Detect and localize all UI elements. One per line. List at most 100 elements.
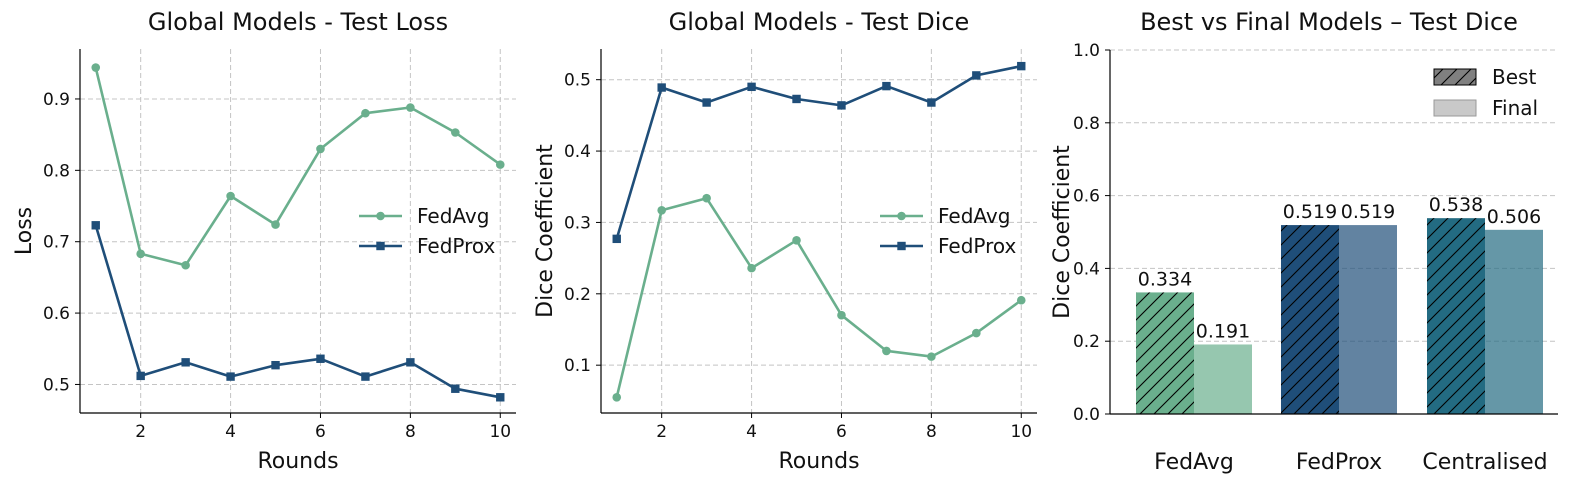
chart-0-xtick-label: 8 [405,422,416,442]
chart-2-ytick-label: 0.0 [1073,405,1100,425]
chart-0-ytick-label: 0.5 [43,375,70,395]
chart-1-fedprox-point [927,98,936,107]
chart-2-ytick-label: 0.6 [1073,187,1100,207]
chart-2-bar-label: 0.519 [1341,201,1395,223]
chart-0-fedprox-point [136,371,145,381]
chart-2-bar-best-fedprox-hatch [1281,225,1339,414]
chart-0-xtick-label: 10 [489,422,511,442]
chart-0-ytick-label: 0.8 [43,161,70,181]
chart-1-xlabel: Rounds [778,449,859,474]
chart-0-fedavg-point [495,160,505,169]
chart-0-xlabel: Rounds [257,449,338,474]
chart-0-title: Global Models - Test Loss [148,8,448,36]
chart-0-fedprox-point [91,221,100,230]
chart-0-legend-fedavg-marker [376,211,385,221]
chart-0-fedavg-point [91,63,101,72]
chart-2-ytick-label: 0.8 [1073,114,1100,134]
chart-0-legend-fedavg-label: FedAvg [417,204,489,228]
chart-1-legend-fedprox-label: FedProx [938,234,1017,258]
chart-1-fedavg-point [882,346,891,356]
chart-0-xtick-label: 4 [225,422,236,442]
chart-0-legend-fedprox-label: FedProx [417,234,496,258]
chart-1-xtick-label: 10 [1010,422,1032,442]
chart-1-xtick-label: 6 [836,422,847,442]
chart-1-fedprox-point [657,83,666,92]
chart-0-fedprox-point [181,358,190,367]
chart-1-ylabel: Dice Coefficient [533,144,558,318]
chart-1-fedavg-point [702,193,711,203]
chart-0-ytick-label: 0.6 [43,304,70,324]
chart-2-bar-best-centralised-hatch [1427,218,1485,414]
chart-2-bar-label: 0.538 [1429,194,1483,216]
chart-1-ytick-label: 0.5 [564,71,591,91]
chart-0-xtick-label: 6 [315,422,326,442]
chart-1-fedavg-point [612,392,622,402]
chart-1-fedprox-point [972,71,981,80]
chart-2-bar-best-fedavg-hatch [1136,292,1194,414]
chart-2-ytick-label: 0.2 [1073,332,1100,352]
chart-1-series-fedavg-line [615,196,1023,398]
chart-2-category-label: Centralised [1422,450,1547,475]
chart-1-legend-fedprox-marker [897,241,906,251]
chart-0-fedavg-point [226,191,235,201]
chart-1-fedavg-point [1016,295,1026,305]
chart-1-ytick-label: 0.4 [564,142,591,162]
chart-1-xtick-label: 4 [746,422,757,442]
chart-1-ytick-label: 0.3 [564,213,591,233]
chart-1-fedavg-point [657,206,666,215]
chart-0-ylabel: Loss [12,207,37,255]
chart-2-legend-best-swatch-hatch [1434,69,1476,85]
chart-2-legend-best-label: Best [1492,65,1536,89]
chart-2-bar-final-fedavg [1194,344,1252,414]
chart-1-fedprox-point [702,98,711,107]
chart-1-ytick-label: 0.1 [564,356,591,376]
chart-1-legend-fedavg-label: FedAvg [938,204,1010,228]
chart-0-fedavg-point [136,249,145,259]
chart-1-fedavg-point [972,328,981,338]
chart-0-fedprox-point [406,358,415,367]
chart-0-fedavg-point [361,108,370,118]
chart-1-title: Global Models - Test Dice [669,8,970,36]
chart-0-fedprox-point [451,384,460,393]
chart-2-bar-final-fedprox [1339,225,1397,414]
chart-1-xtick-label: 8 [926,422,937,442]
chart-1-fedprox-point [747,82,756,92]
chart-1-legend-fedavg-marker [897,211,906,221]
chart-0-xtick-label: 2 [135,422,146,442]
chart-2-category-label: FedProx [1296,450,1382,475]
chart-0-fedavg-point [451,128,460,137]
chart-2-ylabel: Dice Coefficient [1050,145,1075,319]
chart-1-fedavg-point [837,310,846,320]
chart-0-series-fedprox-line [94,224,501,399]
chart-1-xtick-label: 2 [656,422,667,442]
chart-1-series-fedprox-line [615,64,1022,240]
chart-0-fedprox-point [361,372,370,381]
chart-1-fedavg-point [747,263,756,273]
chart-1-fedavg-point [927,352,936,361]
chart-1-fedprox-point [837,101,846,110]
chart-1-fedprox-point [612,234,621,244]
chart-0-fedprox-point [496,393,505,402]
chart-1-fedavg-point [792,235,801,245]
chart-2-category-label: FedAvg [1154,450,1234,475]
chart-2-legend-final-swatch [1433,99,1477,117]
chart-2-title: Best vs Final Models – Test Dice [1140,8,1518,36]
chart-0-series-fedavg-line [94,67,502,267]
chart-1-fedprox-point [882,81,891,91]
chart-0-fedavg-point [316,144,325,154]
chart-2-bar-final-centralised [1485,229,1543,414]
chart-2-bar-label: 0.191 [1196,320,1250,342]
chart-0-fedavg-point [271,220,280,229]
chart-2-bar-label: 0.334 [1138,268,1192,290]
chart-0-legend-fedprox-marker [376,241,385,251]
chart-0-fedprox-point [316,354,325,363]
chart-1-fedprox-point [792,94,801,104]
chart-0-ytick-label: 0.9 [43,90,70,110]
chart-2-bar-label: 0.519 [1283,201,1337,223]
chart-0-fedavg-point [406,103,415,112]
chart-1-fedprox-point [1017,61,1026,71]
chart-2-legend-final-label: Final [1492,96,1538,120]
chart-2-ytick-label: 1.0 [1073,41,1100,61]
